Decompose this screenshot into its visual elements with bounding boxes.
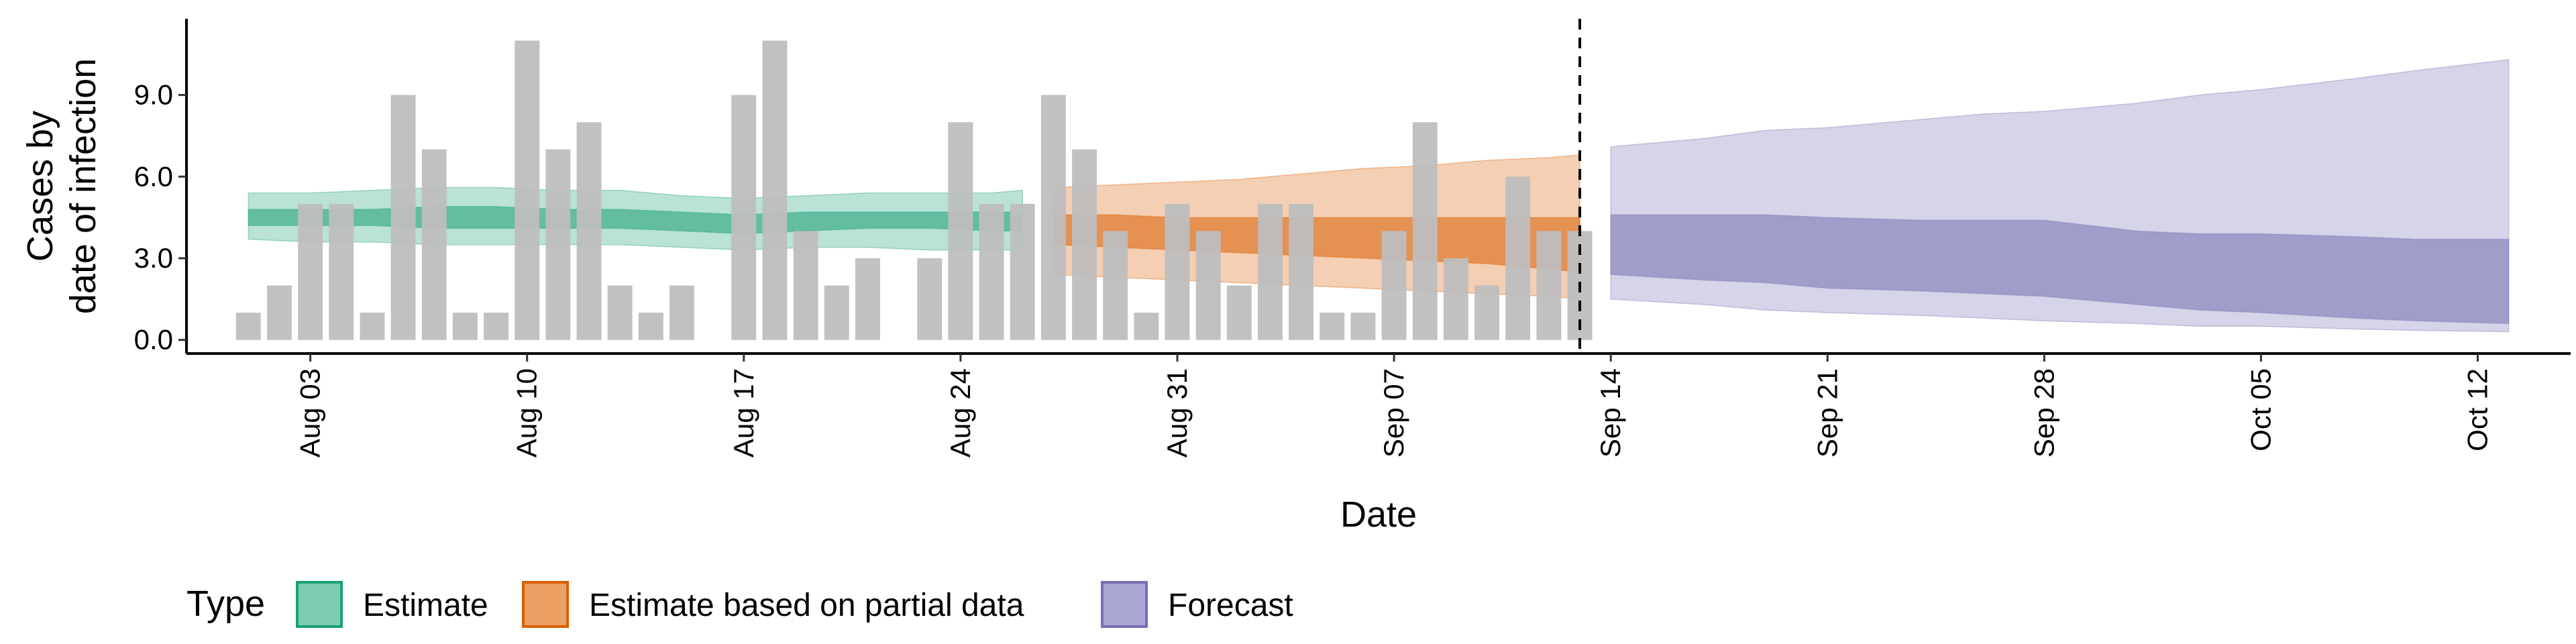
x-axis-title: Date: [1340, 494, 1417, 535]
legend-label-forecast: Forecast: [1168, 588, 1293, 623]
case-bar: [1443, 258, 1468, 340]
case-bar: [1412, 122, 1438, 340]
case-bar: [235, 313, 261, 340]
case-bar: [1134, 313, 1159, 340]
case-bar: [1474, 285, 1499, 340]
case-bar: [1320, 313, 1345, 340]
case-bar: [917, 258, 943, 340]
legend: Type Estimate Estimate based on partial da…: [186, 581, 1293, 628]
legend-key-estimate-based-on-partial-data: [522, 581, 569, 628]
legend-key-estimate: [296, 581, 343, 628]
legend-label-estimate: Estimate: [363, 588, 488, 623]
case-bar: [762, 40, 788, 340]
case-bar: [1103, 231, 1128, 340]
legend-title: Type: [186, 584, 265, 624]
band-layer: [248, 59, 2510, 333]
axes-layer: [185, 19, 2571, 355]
y-axis-title-line: date of infection: [63, 58, 103, 314]
x-tick-label: Aug 03: [294, 368, 326, 458]
x-tick-label: Oct 05: [2245, 368, 2276, 451]
case-bar: [1381, 231, 1407, 340]
x-tick-label: Sep 28: [2028, 368, 2059, 458]
case-bar: [1226, 285, 1252, 340]
tick-layer: 0.0 3.0 6.0 9.0 Aug 03 Aug 10 Aug 17 Aug 24 Aug …: [134, 79, 2493, 458]
case-bar: [793, 231, 818, 340]
x-tick-label: Aug 31: [1161, 368, 1193, 458]
axis-title-layer: Date Cases by date of infection: [20, 58, 1417, 535]
legend-label-estimate-based-on-partial-data: Estimate based on partial data: [589, 588, 1024, 623]
case-bar: [1040, 95, 1066, 340]
case-bar: [1195, 231, 1221, 340]
case-bar: [979, 203, 1004, 340]
case-bar: [452, 313, 478, 340]
case-bar: [1010, 203, 1035, 340]
bar-layer: [235, 40, 1593, 340]
case-bar: [607, 285, 633, 340]
case-bar: [638, 313, 663, 340]
forecast-inner-band: [1610, 214, 2510, 325]
case-bar: [1165, 203, 1190, 340]
case-bar: [390, 95, 416, 340]
case-bar: [421, 149, 447, 340]
y-tick-label: 6.0: [134, 160, 173, 192]
case-bar: [360, 313, 385, 340]
case-bar: [298, 203, 323, 340]
y-axis-title-line: Cases by: [20, 111, 60, 262]
case-bar: [824, 285, 849, 340]
case-bar: [948, 122, 973, 340]
x-tick-label: Sep 14: [1595, 368, 1626, 458]
case-bar: [855, 258, 880, 340]
case-bar: [1505, 176, 1531, 340]
x-tick-label: Aug 10: [511, 368, 543, 458]
case-bar: [515, 40, 540, 340]
y-tick-label: 0.0: [134, 324, 173, 356]
x-tick-label: Aug 17: [728, 368, 759, 458]
y-tick-label: 3.0: [134, 242, 173, 274]
x-tick-label: Oct 12: [2462, 368, 2493, 451]
case-bar: [1258, 203, 1283, 340]
x-tick-label: Aug 24: [945, 368, 976, 458]
case-bar: [1536, 231, 1562, 340]
case-bar: [1350, 313, 1376, 340]
case-bar: [1289, 203, 1313, 340]
x-tick-label: Sep 07: [1378, 368, 1409, 458]
y-tick-label: 9.0: [134, 79, 173, 111]
case-bar: [329, 203, 354, 340]
case-bar: [545, 149, 571, 340]
case-bar: [1072, 149, 1097, 340]
case-bar: [267, 285, 292, 340]
case-bar: [484, 313, 508, 340]
legend-key-forecast: [1101, 581, 1148, 628]
case-bar: [576, 122, 602, 340]
case-bar: [731, 95, 757, 340]
x-tick-label: Sep 21: [1811, 368, 1843, 458]
case-bar: [669, 285, 694, 340]
